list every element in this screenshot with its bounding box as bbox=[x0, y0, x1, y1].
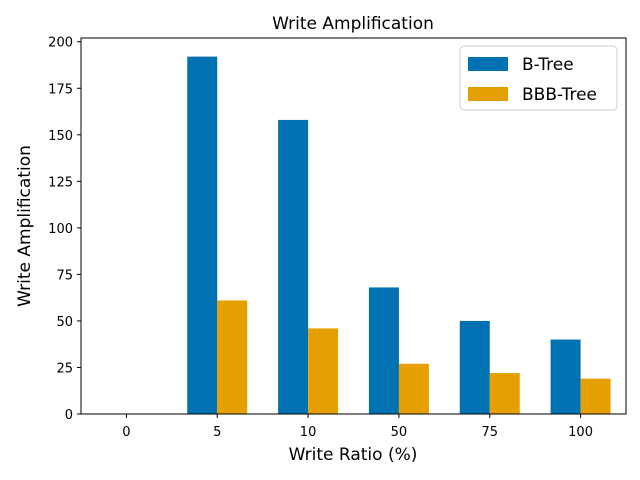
x-tick-label: 50 bbox=[391, 425, 408, 440]
y-axis: 0 25 50 75 100 125 150 175 200 bbox=[48, 36, 81, 423]
bar-b-tree-50 bbox=[368, 287, 399, 414]
chart-title: Write Amplification bbox=[272, 14, 434, 34]
x-axis-label: Write Ratio (%) bbox=[289, 445, 418, 465]
bar-b-tree-100 bbox=[550, 339, 581, 414]
bar-bbb-tree-50 bbox=[398, 363, 429, 414]
y-axis-label: Write Amplification bbox=[15, 145, 35, 307]
legend-label: B-Tree bbox=[522, 55, 574, 75]
legend-swatch bbox=[468, 57, 508, 71]
bar-bbb-tree-10 bbox=[308, 328, 339, 414]
x-tick-label: 0 bbox=[122, 425, 130, 440]
y-tick-label: 25 bbox=[56, 361, 73, 376]
y-tick-label: 100 bbox=[48, 222, 73, 237]
y-tick-label: 150 bbox=[48, 129, 73, 144]
bar-b-tree-75 bbox=[459, 320, 490, 414]
x-axis: 0 5 10 50 75 100 bbox=[122, 414, 593, 440]
y-tick-label: 175 bbox=[48, 82, 73, 97]
y-tick-label: 50 bbox=[56, 315, 73, 330]
bar-bbb-tree-5 bbox=[217, 300, 248, 414]
x-tick-label: 75 bbox=[481, 425, 498, 440]
x-tick-label: 5 bbox=[213, 425, 221, 440]
legend: B-Tree BBB-Tree bbox=[459, 45, 618, 111]
bars-group bbox=[187, 56, 611, 414]
bar-b-tree-10 bbox=[278, 119, 309, 414]
x-tick-label: 10 bbox=[300, 425, 317, 440]
plot-area-frame bbox=[80, 37, 627, 415]
x-tick-label: 100 bbox=[568, 425, 593, 440]
legend-swatch bbox=[468, 87, 508, 101]
bar-bbb-tree-75 bbox=[489, 373, 520, 414]
y-tick-label: 125 bbox=[48, 175, 73, 190]
bar-bbb-tree-100 bbox=[580, 378, 611, 414]
bar-b-tree-5 bbox=[187, 56, 218, 414]
y-tick-label: 0 bbox=[65, 408, 73, 423]
y-tick-label: 200 bbox=[48, 36, 73, 51]
y-tick-label: 75 bbox=[56, 268, 73, 283]
legend-label: BBB-Tree bbox=[522, 85, 597, 105]
